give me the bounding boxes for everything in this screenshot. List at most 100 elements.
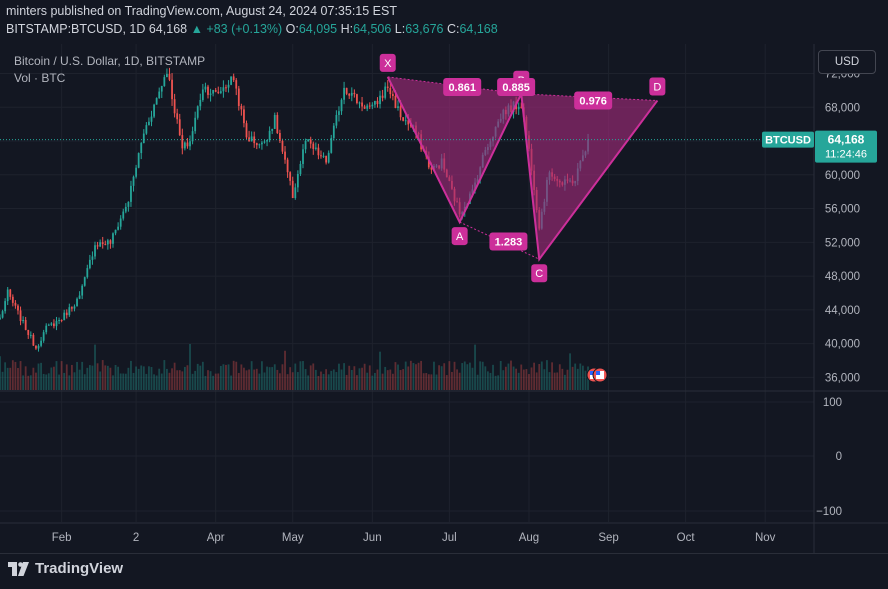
tradingview-logo[interactable]: TradingView — [8, 560, 123, 577]
candle-body — [137, 153, 140, 168]
candle-body — [263, 141, 266, 143]
candle-body — [132, 176, 135, 186]
candle-body — [47, 324, 50, 326]
candle — [222, 80, 225, 98]
candle — [55, 316, 58, 331]
volume-bar — [137, 368, 140, 390]
candle-body — [227, 84, 230, 88]
candle — [160, 85, 163, 98]
pattern-ratio-label: 0.861 — [448, 82, 476, 94]
candle-body — [158, 91, 161, 99]
us-event-flag-icon[interactable] — [592, 367, 608, 383]
candle-body — [296, 174, 299, 188]
candle-body — [430, 167, 433, 170]
volume-bar — [553, 372, 556, 390]
candle — [178, 113, 181, 137]
candle — [4, 298, 7, 314]
candle — [261, 140, 263, 150]
volume-bar — [9, 367, 12, 390]
candle-body — [399, 106, 402, 118]
candle — [189, 135, 191, 151]
volume-bar — [68, 375, 71, 390]
candle — [368, 102, 371, 109]
candle — [299, 160, 302, 177]
candle — [83, 276, 86, 287]
publish-info: minters published on TradingView.com, Au… — [6, 4, 397, 18]
volume-bar — [320, 371, 322, 390]
candle-body — [353, 92, 356, 95]
candle — [209, 88, 212, 102]
candle — [127, 201, 130, 212]
volume-bar — [78, 369, 81, 390]
volume-bar — [368, 365, 371, 390]
candle-body — [317, 147, 320, 156]
volume-bar — [158, 368, 161, 390]
candle — [338, 106, 340, 122]
candle — [122, 208, 125, 221]
candle-body — [76, 298, 78, 307]
candle-body — [325, 155, 328, 163]
volume-bar — [404, 361, 407, 390]
pattern-point-a[interactable]: A — [451, 227, 468, 246]
candle — [389, 83, 392, 99]
volume-bar — [427, 374, 430, 390]
volume-bar — [510, 360, 512, 390]
currency-button[interactable]: USD — [818, 50, 876, 74]
candle — [281, 138, 284, 154]
pattern-ratio: 0.976 — [574, 91, 613, 110]
candle-body — [178, 119, 181, 136]
candle — [258, 143, 261, 149]
change-value: ▲ +83 (+0.13%) — [190, 22, 283, 36]
candle — [145, 122, 148, 135]
candle-body — [106, 240, 109, 245]
volume-bar — [219, 365, 222, 390]
candle — [391, 90, 394, 101]
candle-body — [199, 99, 202, 107]
candle — [268, 126, 271, 143]
volume-bar — [148, 366, 150, 390]
candle-body — [374, 100, 376, 105]
volume-bar — [569, 353, 571, 390]
candle-body — [289, 172, 292, 181]
candle-body — [201, 89, 204, 100]
candle-body — [45, 325, 48, 333]
volume-bar — [458, 372, 461, 390]
pattern-point-x[interactable]: X — [379, 53, 396, 72]
candle-body — [122, 211, 125, 219]
volume-bar — [371, 375, 374, 390]
candle-body — [22, 319, 25, 322]
volume-bar — [348, 365, 351, 390]
volume-bar — [533, 362, 536, 390]
volume-bar — [299, 361, 302, 390]
candle-body — [225, 87, 227, 89]
candle — [40, 336, 42, 348]
candle-body — [40, 340, 42, 346]
volume-bar — [255, 368, 258, 390]
candle-body — [73, 306, 76, 309]
candle-body — [68, 307, 71, 316]
candle-body — [214, 90, 217, 92]
last-price-tag — [815, 130, 877, 163]
candle-body — [368, 105, 371, 107]
candle — [348, 93, 351, 99]
volume-bar — [445, 375, 448, 390]
volume-bar — [338, 363, 340, 390]
pattern-point-d[interactable]: D — [649, 77, 666, 96]
candle-body — [366, 105, 369, 109]
volume-bar — [476, 374, 479, 390]
volume-bar — [374, 372, 376, 390]
volume-bar — [65, 364, 68, 390]
volume-legend[interactable]: Vol · BTC — [14, 71, 66, 85]
last-price-value: 64,168 — [828, 133, 865, 147]
candle-body — [83, 277, 86, 286]
candle — [94, 241, 96, 260]
candle-body — [391, 94, 394, 96]
pattern-point-c[interactable]: C — [531, 264, 548, 283]
volume-bar — [353, 366, 356, 390]
volume-bar — [37, 363, 40, 390]
candle — [304, 138, 307, 154]
volume-bar — [35, 372, 37, 390]
series-legend[interactable]: Bitcoin / U.S. Dollar, 1D, BITSTAMP — [14, 54, 206, 68]
